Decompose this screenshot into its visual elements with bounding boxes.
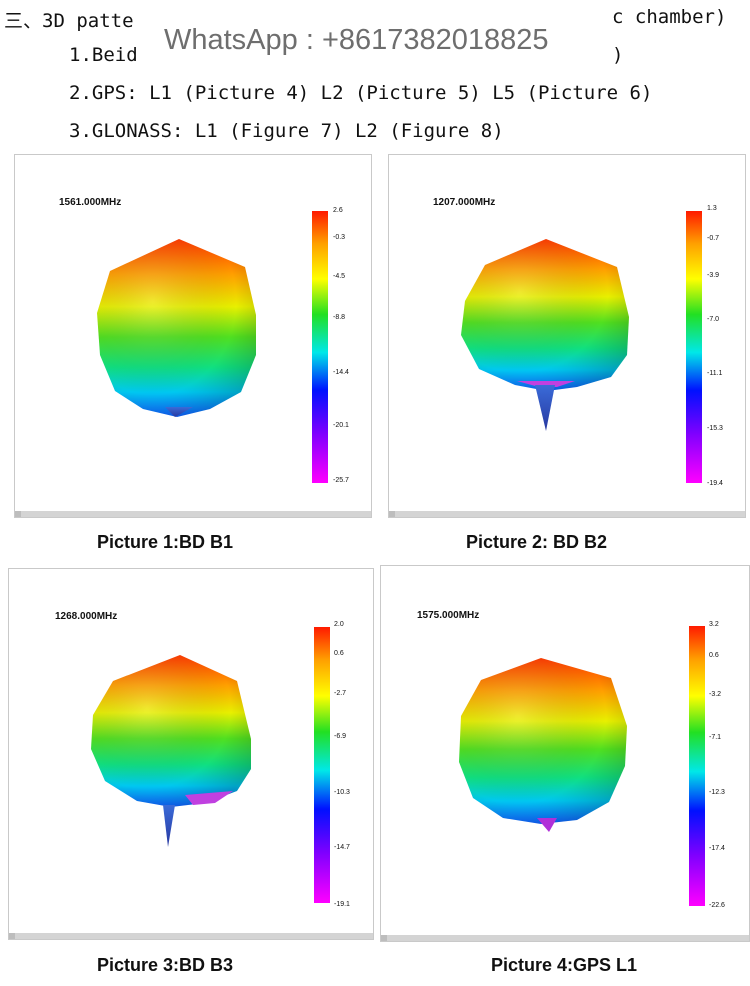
pattern-spike xyxy=(163,805,175,847)
pattern-shading xyxy=(461,239,629,391)
scale-tick: -10.3 xyxy=(334,789,350,796)
scale-tick: -12.3 xyxy=(709,789,725,796)
scale-tick: -6.9 xyxy=(334,733,347,740)
scale-tick: -4.5 xyxy=(333,273,346,280)
scale-tick: -19.1 xyxy=(334,901,350,908)
figure-caption: Picture 1:BD B1 xyxy=(97,532,234,552)
scale-tick: -8.8 xyxy=(333,314,346,321)
pattern-shading xyxy=(97,239,256,417)
scale-tick: 1.3 xyxy=(707,205,717,212)
radiation-pattern-plot xyxy=(91,627,330,903)
pattern-underside xyxy=(185,791,233,805)
scale-tick: 2.6 xyxy=(333,207,343,214)
color-scale-bar xyxy=(314,627,330,903)
scale-tick: -25.7 xyxy=(333,477,349,484)
figure-caption: Picture 3:BD B3 xyxy=(97,955,234,975)
horizontal-scrollbar[interactable] xyxy=(9,933,373,939)
scale-tick: -17.4 xyxy=(709,845,725,852)
figure-caption: Picture 4:GPS L1 xyxy=(491,955,638,975)
pattern-panel-1: 1561.000MHz 2.6 -0.3 -4.5 -8.8 -14.4 -20… xyxy=(14,154,372,518)
pattern-spike xyxy=(535,385,555,431)
pattern-panel-3: 1268.000MHz 2.0 0.6 -2.7 -6.9 -10.3 -14.… xyxy=(8,568,374,940)
list-item-beidou: 1.Beid xyxy=(69,44,138,66)
scale-tick: -3.9 xyxy=(707,272,720,279)
scale-tick: -2.7 xyxy=(334,690,347,697)
scale-tick: -0.3 xyxy=(333,234,346,241)
scale-tick: -14.7 xyxy=(334,844,350,851)
scale-tick: -15.3 xyxy=(707,425,723,432)
figure-caption: Picture 2: BD B2 xyxy=(466,532,608,552)
radiation-pattern-plot xyxy=(97,211,328,483)
list-item-glonass: 3.GLONASS: L1 (Figure 7) L2 (Figure 8) xyxy=(69,120,504,142)
color-scale-bar xyxy=(689,626,705,906)
scale-tick: 0.6 xyxy=(709,652,719,659)
scale-tick: 3.2 xyxy=(709,621,719,628)
scale-tick: -7.0 xyxy=(707,316,720,323)
pattern-panel-2: 1207.000MHz 1.3 -0.7 -3.9 -7.0 -11.1 -15… xyxy=(388,154,746,518)
scale-tick: -14.4 xyxy=(333,369,349,376)
horizontal-scrollbar[interactable] xyxy=(381,935,749,941)
frequency-label: 1268.000MHz xyxy=(55,611,118,622)
pattern-shading xyxy=(459,658,627,824)
scale-labels: 2.0 0.6 -2.7 -6.9 -10.3 -14.7 -19.1 xyxy=(334,621,374,911)
color-scale-bar xyxy=(686,211,702,483)
scale-tick: -0.7 xyxy=(707,235,720,242)
horizontal-scrollbar[interactable] xyxy=(389,511,745,517)
pattern-panel-4: 1575.000MHz 3.2 0.6 -3.2 -7.1 -12.3 -17.… xyxy=(380,565,750,942)
frequency-label: 1561.000MHz xyxy=(59,197,122,208)
scale-tick: -19.4 xyxy=(707,480,723,487)
scale-tick: -7.1 xyxy=(709,734,722,741)
pattern-shading xyxy=(91,655,251,807)
scale-tick: -3.2 xyxy=(709,691,722,698)
pattern-spike xyxy=(537,818,557,832)
section-title-start: 三、3D patte xyxy=(4,10,134,32)
list-item-gps: 2.GPS: L1 (Picture 4) L2 (Picture 5) L5 … xyxy=(69,82,653,104)
scale-tick: -20.1 xyxy=(333,422,349,429)
scale-tick: 2.0 xyxy=(334,621,344,628)
scale-labels: 3.2 0.6 -3.2 -7.1 -12.3 -17.4 -22.6 xyxy=(709,621,749,911)
scale-tick: -22.6 xyxy=(709,902,725,909)
frequency-label: 1575.000MHz xyxy=(417,610,480,621)
pattern-spike xyxy=(165,407,193,417)
scale-tick: 0.6 xyxy=(334,650,344,657)
whatsapp-watermark: WhatsApp : +8617382018825 xyxy=(152,18,614,62)
horizontal-scrollbar[interactable] xyxy=(15,511,371,517)
list-item-beidou-end: ) xyxy=(612,44,624,66)
section-title-end: c chamber) xyxy=(612,6,727,28)
radiation-pattern-plot xyxy=(461,211,702,483)
color-scale-bar xyxy=(312,211,328,483)
radiation-pattern-plot xyxy=(459,626,705,906)
frequency-label: 1207.000MHz xyxy=(433,197,496,208)
scale-labels: 1.3 -0.7 -3.9 -7.0 -11.1 -15.3 -19.4 xyxy=(707,205,747,487)
scale-tick: -11.1 xyxy=(707,370,723,377)
pattern-underside xyxy=(517,381,575,387)
scale-labels: 2.6 -0.3 -4.5 -8.8 -14.4 -20.1 -25.7 xyxy=(333,207,373,487)
